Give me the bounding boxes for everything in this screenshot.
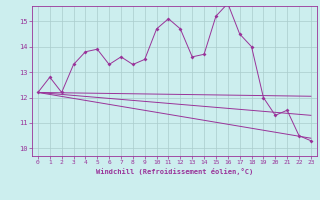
X-axis label: Windchill (Refroidissement éolien,°C): Windchill (Refroidissement éolien,°C) (96, 168, 253, 175)
